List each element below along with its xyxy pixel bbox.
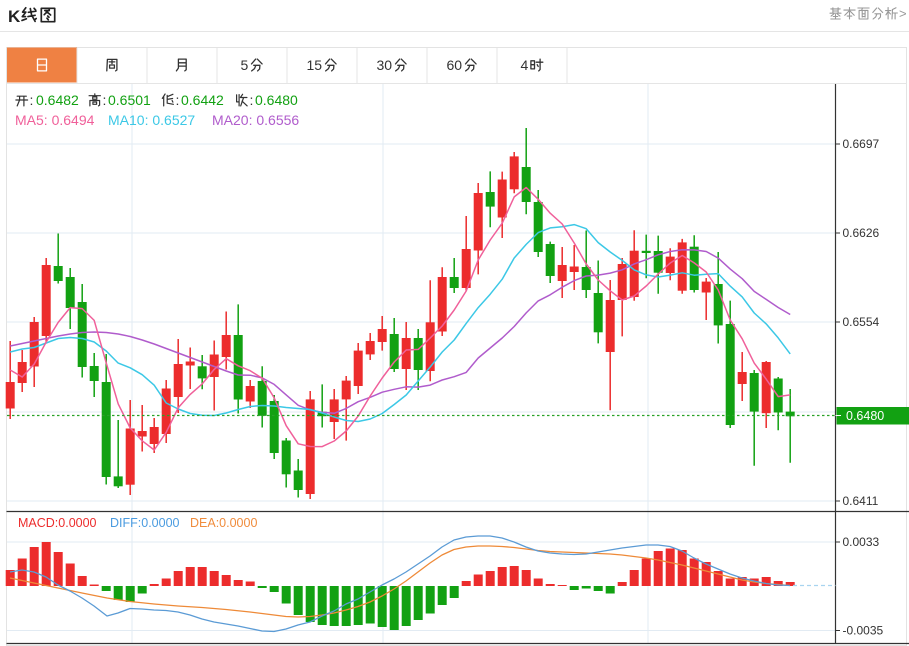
svg-text:0.6626: 0.6626 <box>843 226 880 240</box>
svg-text:>: > <box>899 6 907 21</box>
svg-text:DIFF:0.0000: DIFF:0.0000 <box>110 516 180 530</box>
svg-text:5: 5 <box>241 57 249 73</box>
svg-text::: : <box>30 92 34 108</box>
svg-text::: : <box>250 92 254 108</box>
svg-text::: : <box>103 92 107 108</box>
svg-text:MA10: 0.6527: MA10: 0.6527 <box>108 112 195 128</box>
svg-text:MACD:0.0000: MACD:0.0000 <box>18 516 97 530</box>
svg-text:0.0033: 0.0033 <box>843 535 880 549</box>
svg-text:-0.0035: -0.0035 <box>843 624 884 638</box>
svg-text:MA5: 0.6494: MA5: 0.6494 <box>15 112 95 128</box>
svg-text:0.6411: 0.6411 <box>843 494 879 508</box>
svg-text:0.6482: 0.6482 <box>36 92 79 108</box>
svg-text:0.6480: 0.6480 <box>846 409 884 423</box>
svg-text:0.6480: 0.6480 <box>255 92 298 108</box>
svg-text:0.6501: 0.6501 <box>108 92 151 108</box>
svg-text:0.6697: 0.6697 <box>843 137 880 151</box>
svg-text:0.6554: 0.6554 <box>843 315 880 329</box>
svg-text:30: 30 <box>377 57 393 73</box>
svg-text:DEA:0.0000: DEA:0.0000 <box>190 516 257 530</box>
svg-text:15: 15 <box>307 57 323 73</box>
svg-text:K: K <box>8 7 21 26</box>
svg-text::: : <box>176 92 180 108</box>
svg-text:MA20: 0.6556: MA20: 0.6556 <box>212 112 299 128</box>
svg-text:60: 60 <box>447 57 463 73</box>
svg-text:4: 4 <box>521 57 529 73</box>
svg-text:0.6442: 0.6442 <box>181 92 224 108</box>
